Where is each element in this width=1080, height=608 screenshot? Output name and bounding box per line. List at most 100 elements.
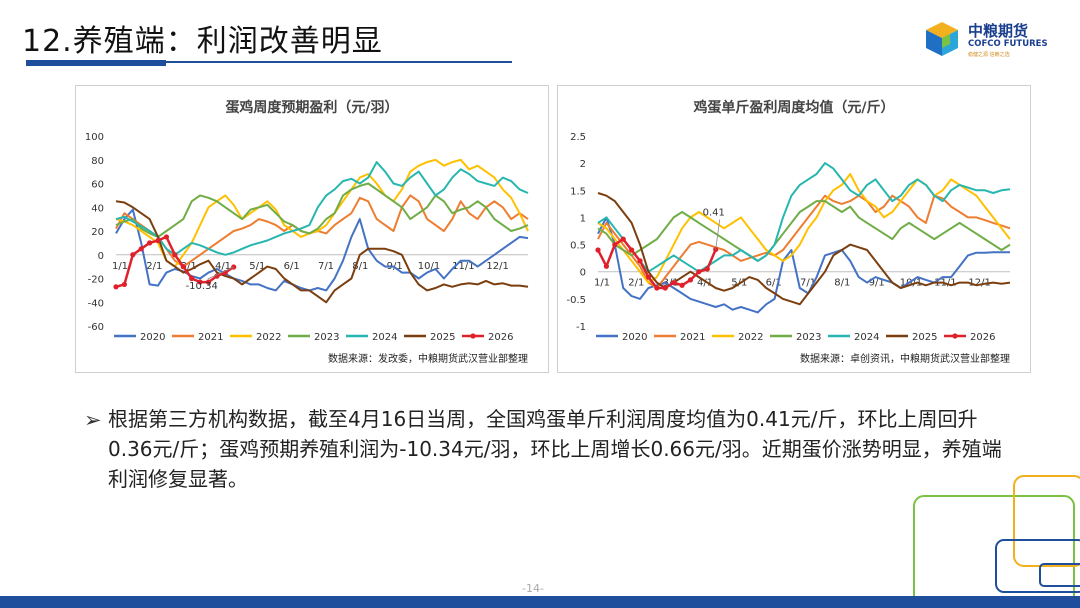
series-line-2022 <box>115 158 529 268</box>
x-tick-label: 5/1 <box>249 261 265 272</box>
y-tick-label: -60 <box>88 322 104 333</box>
y-tick-label: 2 <box>580 159 586 170</box>
series-line-2021 <box>597 194 1011 289</box>
series-point-2026 <box>197 279 203 285</box>
series-point-2026 <box>687 277 694 283</box>
page-number: -14- <box>522 582 544 595</box>
legend-label-2020: 2020 <box>140 332 165 343</box>
x-tick-label: 12/1 <box>968 278 990 289</box>
y-tick-label: 1.5 <box>570 186 586 197</box>
series-point-2026 <box>603 263 610 269</box>
x-tick-label: 7/1 <box>318 261 334 272</box>
x-tick-label: 8/1 <box>834 278 850 289</box>
x-tick-label: 1/1 <box>594 278 610 289</box>
annotation-leader-line <box>207 266 234 280</box>
series-line-2020 <box>115 208 529 292</box>
series-line-2024 <box>115 161 529 256</box>
series-point-2026 <box>704 266 710 272</box>
data-annotation-label: 0.41 <box>703 207 725 218</box>
title-underline <box>26 61 512 63</box>
y-tick-label: 1 <box>580 213 586 224</box>
legend-label-2020: 2020 <box>622 332 647 343</box>
x-tick-label: 6/1 <box>766 278 782 289</box>
y-tick-label: 60 <box>91 180 104 191</box>
legend-label-2023: 2023 <box>314 332 339 343</box>
y-tick-label: 0.5 <box>570 241 586 252</box>
legend-label-2025: 2025 <box>430 332 455 343</box>
legend-label-2024: 2024 <box>372 332 397 343</box>
legend-label-2026: 2026 <box>488 332 513 343</box>
bullet-arrow-icon: ➢ <box>84 408 102 432</box>
y-tick-label: 2.5 <box>570 132 586 143</box>
logo-english-name: COFCO FUTURES <box>968 39 1048 49</box>
series-line-2023 <box>597 200 1011 262</box>
series-point-2026 <box>121 281 128 288</box>
series-point-2026 <box>629 247 635 253</box>
legend-label-2021: 2021 <box>198 332 223 343</box>
x-tick-label: 1/1 <box>112 261 128 272</box>
series-point-2026 <box>189 275 195 282</box>
series-point-2026 <box>671 279 677 286</box>
x-tick-label: 2/1 <box>146 261 162 272</box>
cofco-logo: 中粮期货 COFCO FUTURES 稳健之源 信赖之选 <box>922 18 1052 58</box>
series-line-2020 <box>597 216 1010 314</box>
y-tick-label: 80 <box>91 156 104 167</box>
series-point-2026 <box>205 279 212 285</box>
x-tick-label: 7/1 <box>800 278 816 289</box>
series-line-2022 <box>597 173 1011 284</box>
series-point-2026 <box>620 236 626 242</box>
y-tick-label: 20 <box>91 227 104 238</box>
cofco-cube-icon <box>926 22 958 56</box>
x-tick-label: 8/1 <box>352 261 368 272</box>
x-tick-label: 11/1 <box>452 261 474 272</box>
legend-marker-2026 <box>952 333 958 339</box>
legend-label-2021: 2021 <box>680 332 705 343</box>
x-tick-label: 4/1 <box>697 278 713 289</box>
chart-panel-layer-profit: 蛋鸡周度预期盈利（元/羽） -60 -40 -20 0 20 40 60 80 100 1/1 2/1… <box>75 85 549 373</box>
x-tick-label: 6/1 <box>284 261 300 272</box>
series-line-2023 <box>115 182 529 238</box>
series-point-2026 <box>214 273 220 279</box>
layer-profit-chart: 蛋鸡周度预期盈利（元/羽） -60 -40 -20 0 20 40 60 80 100 1/1 2/1… <box>85 99 529 365</box>
x-tick-label: 9/1 <box>869 278 885 289</box>
y-tick-label: 0 <box>580 268 586 279</box>
y-tick-label: 40 <box>91 203 104 214</box>
data-source-note: 数据来源：卓创资讯，中粮期货武汉营业部整理 <box>800 352 1010 365</box>
footer-bar <box>0 596 1080 608</box>
series-point-2026 <box>637 258 643 264</box>
legend-label-2022: 2022 <box>256 332 281 343</box>
x-tick-label: 10/1 <box>900 278 922 289</box>
series-line-2021 <box>115 194 529 268</box>
annotation-leader-line <box>715 219 721 250</box>
series-point-2026 <box>662 285 668 291</box>
series-point-2026 <box>147 240 153 246</box>
logo-slogan: 稳健之源 信赖之选 <box>968 52 1010 58</box>
egg-profit-chart: 鸡蛋单斤盈利周度均值（元/斤）-1-0.500.511.522.51/1 2/1 3… <box>566 99 1011 365</box>
decorative-frames <box>913 475 1080 596</box>
x-tick-label: 2/1 <box>628 278 644 289</box>
series-point-2026 <box>654 285 660 291</box>
y-tick-label: 100 <box>85 132 104 143</box>
legend-label-2026: 2026 <box>970 332 995 343</box>
chart-title: 鸡蛋单斤盈利周度均值（元/斤） <box>692 99 894 116</box>
series-point-2026 <box>180 264 186 270</box>
series-point-2026 <box>130 252 136 258</box>
series-point-2026 <box>696 269 702 275</box>
series-point-2026 <box>163 234 170 240</box>
y-tick-label: 0 <box>98 251 104 262</box>
y-tick-label: -20 <box>88 275 104 286</box>
y-tick-label: -1 <box>576 322 586 333</box>
legend-label-2023: 2023 <box>796 332 821 343</box>
series-line-2025 <box>115 200 529 304</box>
series-point-2026 <box>155 237 161 244</box>
logo-name: 中粮期货 <box>968 22 1029 40</box>
series-line-2024 <box>597 162 1011 273</box>
chart-panel-egg-profit: 鸡蛋单斤盈利周度均值（元/斤） -1 -0.5 0 0.5 1 1.5 2 2.5 1/1 2/1 3… <box>557 85 1031 373</box>
page-title: 12.养殖端：利润改善明显 <box>22 24 383 59</box>
series-point-2026 <box>138 246 144 252</box>
title-accent-bar <box>26 60 166 66</box>
y-tick-label: -40 <box>88 298 104 309</box>
data-annotation-label: -10.34 <box>186 281 218 292</box>
series-point-2026 <box>679 282 685 288</box>
legend-label-2024: 2024 <box>854 332 879 343</box>
